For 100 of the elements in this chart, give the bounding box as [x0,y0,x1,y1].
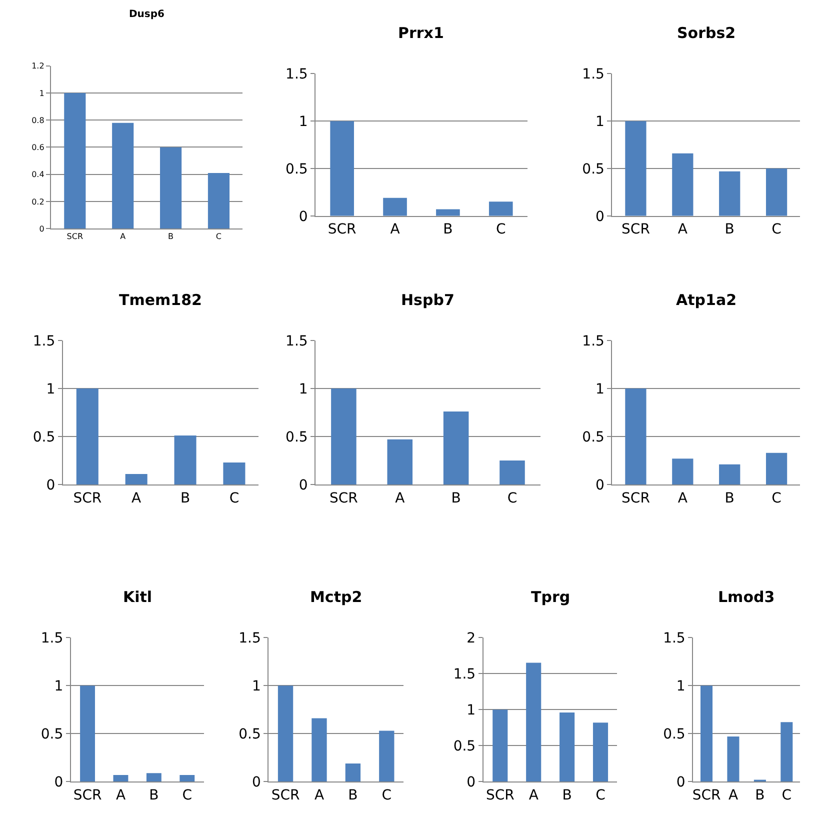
bar [330,121,354,216]
y-tick-label: 1 [39,88,44,98]
bar [672,458,694,485]
bar [208,173,230,229]
chart-title: Dusp6 [129,9,165,20]
bar [174,436,196,485]
y-tick-label: 1.5 [286,333,308,350]
bar [146,773,162,782]
bar [278,686,294,782]
x-tick-label: C [507,490,518,506]
chart-title: Tmem182 [119,291,202,309]
bar [331,388,356,485]
x-tick-label: B [451,490,461,506]
bar [625,388,646,485]
bar [125,474,148,485]
y-tick-label: 1.2 [32,62,44,71]
y-tick-label: 1.5 [238,630,261,646]
x-tick-label: B [724,222,734,238]
bar [379,730,394,782]
x-tick-label: A [678,490,688,506]
y-tick-label: 0.5 [663,726,686,743]
x-tick-label: SCR [622,222,650,238]
x-tick-label: A [132,490,142,506]
bar [345,763,361,782]
chart-title: Sorbs2 [677,24,736,42]
y-tick-label: 1.5 [663,630,686,646]
bar [160,147,182,229]
x-tick-label: C [596,788,606,804]
x-tick-label: SCR [692,788,721,804]
bar [80,686,95,782]
bar [672,153,694,216]
y-tick-label: 2 [466,630,476,646]
x-tick-label: B [180,490,190,506]
chart-title: Tprg [531,588,570,606]
x-tick-label: A [120,232,126,242]
y-tick-label: 1.5 [32,333,56,350]
x-tick-label: SCR [271,788,300,804]
x-tick-label: SCR [622,490,650,506]
bar [64,92,86,229]
bar [383,198,407,216]
x-tick-label: A [528,788,539,804]
bar [625,121,646,216]
bar [112,122,134,229]
bar [443,412,469,485]
y-tick-label: 1 [54,678,64,695]
bar [719,171,740,216]
x-tick-label: SCR [330,490,358,506]
y-tick-label: 1 [298,114,308,130]
x-tick-label: C [229,490,240,506]
bar [766,452,788,485]
chart-title: Atp1a2 [676,291,737,309]
x-tick-label: B [443,222,453,238]
x-tick-label: A [678,222,688,238]
x-tick-label: B [348,788,358,804]
x-tick-label: C [772,222,782,238]
y-tick-label: 0 [298,477,308,494]
y-tick-label: 1 [596,114,604,130]
y-tick-label: 0.5 [32,429,56,446]
y-tick-label: 1 [298,381,308,398]
bar [312,718,327,782]
bar [592,722,608,782]
bar [223,462,246,485]
y-tick-label: 0 [298,208,308,225]
bar [500,460,525,485]
y-tick-label: 1 [466,702,476,719]
y-tick-label: 0.6 [32,143,44,152]
x-tick-label: B [724,490,734,506]
y-tick-label: 0 [252,774,261,791]
y-tick-label: 0.5 [582,429,604,446]
x-tick-label: C [772,490,782,506]
x-tick-label: B [562,788,572,804]
x-tick-label: A [395,490,406,506]
x-tick-label: SCR [328,222,357,238]
y-tick-label: 1.5 [40,630,64,646]
x-tick-label: C [382,788,392,804]
x-tick-label: B [168,232,174,242]
y-tick-label: 1 [46,381,56,398]
y-tick-label: 0 [46,477,56,494]
x-tick-label: C [216,232,222,242]
x-tick-label: A [314,788,324,804]
x-tick-label: B [149,788,159,804]
bar [719,464,740,485]
y-tick-label: 1 [676,678,686,695]
bar [180,774,195,782]
y-tick-label: 1 [596,381,604,398]
bar [780,722,793,782]
x-tick-label: SCR [66,232,84,242]
y-tick-label: 0.5 [286,429,308,446]
y-tick-label: 1 [252,678,261,695]
x-tick-label: A [116,788,126,804]
y-tick-label: 0 [676,774,686,791]
y-tick-label: 1.5 [582,333,604,350]
y-tick-label: 0 [466,774,476,791]
bar [526,662,542,782]
bar [436,209,460,216]
x-tick-label: C [496,222,506,238]
bar [488,202,513,216]
x-tick-label: SCR [73,490,102,506]
bar [76,388,98,485]
y-tick-label: 0.4 [32,170,44,180]
